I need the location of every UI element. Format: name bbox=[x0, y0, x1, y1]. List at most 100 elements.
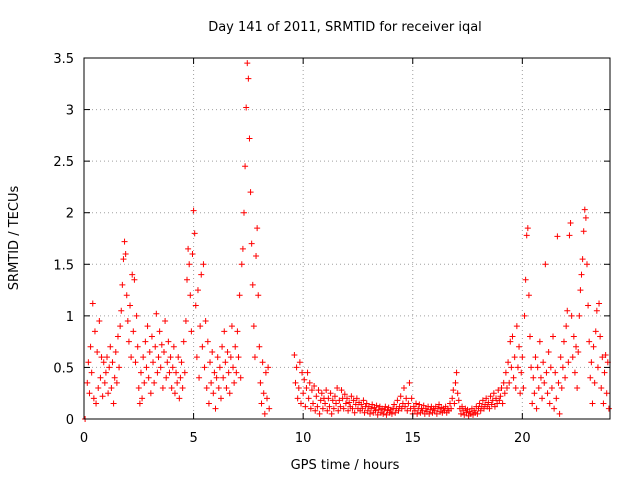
data-point bbox=[312, 407, 319, 414]
data-point bbox=[246, 135, 253, 142]
data-point bbox=[349, 405, 356, 412]
data-point bbox=[300, 390, 307, 397]
data-point bbox=[142, 338, 149, 345]
data-point bbox=[247, 189, 254, 196]
x-tick-label: 0 bbox=[80, 431, 88, 446]
data-point bbox=[233, 369, 240, 376]
data-point bbox=[501, 390, 508, 397]
data-point bbox=[392, 409, 399, 416]
data-point bbox=[360, 397, 367, 404]
data-point bbox=[264, 395, 271, 402]
data-point bbox=[214, 354, 221, 361]
data-point bbox=[139, 395, 146, 402]
data-point bbox=[541, 379, 548, 386]
data-point bbox=[547, 364, 554, 371]
data-point bbox=[487, 393, 494, 400]
data-point bbox=[95, 385, 102, 392]
data-point bbox=[597, 333, 604, 340]
data-point bbox=[89, 300, 96, 307]
y-tick-label: 0 bbox=[66, 413, 74, 428]
data-point bbox=[486, 405, 493, 412]
data-point bbox=[601, 369, 608, 376]
data-point bbox=[227, 354, 234, 361]
data-point bbox=[204, 338, 211, 345]
data-point bbox=[295, 385, 302, 392]
data-point bbox=[118, 307, 125, 314]
data-point bbox=[382, 403, 389, 410]
data-point bbox=[411, 407, 418, 414]
data-point bbox=[100, 359, 107, 366]
data-point bbox=[605, 405, 612, 412]
y-tick-label: 3 bbox=[66, 104, 74, 119]
data-point bbox=[449, 395, 456, 402]
data-point bbox=[558, 385, 565, 392]
data-point bbox=[94, 348, 101, 355]
data-point bbox=[291, 352, 298, 359]
data-point bbox=[185, 245, 192, 252]
data-point bbox=[500, 379, 507, 386]
data-point bbox=[405, 400, 412, 407]
data-point bbox=[98, 354, 105, 361]
data-point bbox=[457, 410, 464, 417]
data-point bbox=[258, 400, 265, 407]
x-tick-label: 15 bbox=[404, 431, 421, 446]
data-point bbox=[101, 379, 108, 386]
data-point bbox=[337, 403, 344, 410]
data-point bbox=[198, 271, 205, 278]
data-point bbox=[176, 395, 183, 402]
data-point bbox=[334, 385, 341, 392]
data-point bbox=[207, 359, 214, 366]
data-point bbox=[524, 225, 531, 232]
data-point bbox=[171, 390, 178, 397]
data-point bbox=[427, 406, 434, 413]
data-point bbox=[168, 385, 175, 392]
data-point bbox=[112, 348, 119, 355]
data-point bbox=[156, 328, 163, 335]
data-point bbox=[433, 410, 440, 417]
data-point bbox=[166, 369, 173, 376]
y-tick-label: 2 bbox=[66, 207, 74, 222]
data-point bbox=[527, 333, 534, 340]
data-point bbox=[162, 318, 169, 325]
data-point bbox=[416, 401, 423, 408]
data-point bbox=[453, 369, 460, 376]
data-point bbox=[212, 405, 219, 412]
data-point bbox=[485, 399, 492, 406]
data-point bbox=[190, 207, 197, 214]
data-point bbox=[144, 323, 151, 330]
data-point bbox=[130, 328, 137, 335]
data-point bbox=[474, 410, 481, 417]
data-point bbox=[84, 379, 91, 386]
data-point bbox=[147, 390, 154, 397]
data-point bbox=[325, 395, 332, 402]
plot-frame bbox=[83, 57, 611, 420]
data-point bbox=[507, 338, 514, 345]
data-point bbox=[570, 333, 577, 340]
data-point bbox=[585, 302, 592, 309]
data-point bbox=[590, 343, 597, 350]
data-point bbox=[328, 410, 335, 417]
data-point bbox=[129, 271, 136, 278]
data-point bbox=[459, 403, 466, 410]
data-point bbox=[174, 379, 181, 386]
data-point bbox=[550, 333, 557, 340]
data-point bbox=[151, 379, 158, 386]
data-point bbox=[599, 354, 606, 361]
data-point bbox=[535, 385, 542, 392]
data-point bbox=[260, 390, 267, 397]
data-point bbox=[253, 253, 260, 260]
data-point bbox=[512, 385, 519, 392]
data-point bbox=[205, 400, 212, 407]
data-point bbox=[105, 390, 112, 397]
data-point bbox=[131, 276, 138, 283]
data-point bbox=[152, 343, 159, 350]
data-point bbox=[310, 400, 317, 407]
data-point bbox=[311, 382, 318, 389]
data-point bbox=[408, 395, 415, 402]
data-point bbox=[477, 407, 484, 414]
data-point bbox=[361, 409, 368, 416]
data-point bbox=[87, 343, 94, 350]
data-point bbox=[372, 407, 379, 414]
data-point bbox=[254, 225, 261, 232]
